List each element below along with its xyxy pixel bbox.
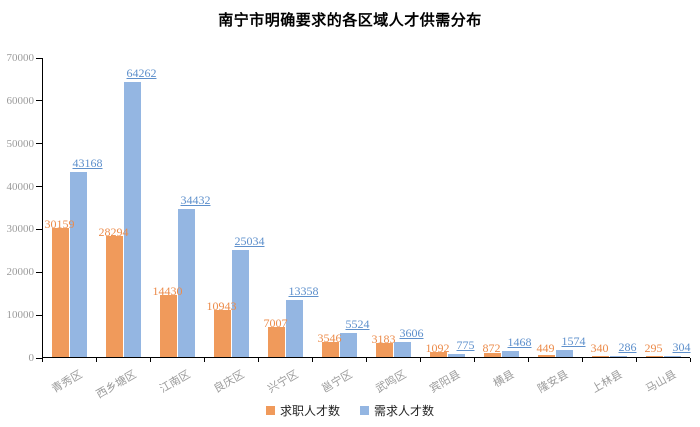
y-axis-label: 70000 — [6, 52, 35, 64]
y-axis-label: 40000 — [6, 180, 35, 193]
y-axis-label: 20000 — [6, 266, 35, 279]
x-axis-tick — [689, 358, 691, 362]
legend-label-demand: 需求人才数 — [374, 404, 435, 418]
bar-jobseekers — [483, 353, 501, 357]
bar-demand — [285, 299, 303, 357]
bar-demand — [447, 353, 465, 357]
x-axis-tick — [257, 358, 259, 362]
value-label-jobseekers: 28294 — [98, 224, 129, 239]
value-label-jobseekers: 3546 — [317, 330, 342, 345]
value-label-jobseekers: 872 — [482, 341, 501, 355]
bar-demand — [231, 249, 249, 357]
bar-jobseekers — [105, 235, 123, 357]
x-axis-tick — [419, 358, 421, 362]
bar-jobseekers — [213, 310, 231, 357]
bar-jobseekers — [375, 343, 393, 357]
value-label-jobseekers: 30159 — [44, 216, 75, 231]
x-axis-tick — [365, 358, 367, 362]
value-label-jobseekers: 14430 — [152, 284, 183, 299]
value-label-jobseekers: 340 — [590, 341, 609, 355]
chart-title: 南宁市明确要求的各区域人才供需分布 — [218, 13, 482, 29]
bar-demand — [69, 172, 87, 357]
x-axis-tick — [635, 358, 637, 362]
bar-demand — [555, 350, 573, 357]
legend-item-jobseekers: 求职人才数 — [265, 402, 340, 419]
value-label-demand[interactable]: 43168 — [72, 156, 103, 170]
value-label-jobseekers: 7007 — [263, 315, 288, 330]
bar-jobseekers — [267, 326, 285, 357]
value-label-demand[interactable]: 3606 — [399, 325, 424, 340]
plot-area: 0 10000 20000 30000 40000 50000 60000 70000 3015… — [7, 52, 691, 401]
x-axis-tick — [581, 358, 583, 362]
value-label-jobseekers: 10943 — [206, 299, 237, 314]
bar-jobseekers — [537, 355, 555, 357]
y-axis-label: 10000 — [6, 309, 35, 322]
value-label-jobseekers: 1092 — [425, 341, 450, 355]
legend-label-jobseekers: 求职人才数 — [279, 404, 340, 418]
value-label-demand[interactable]: 13358 — [288, 283, 319, 298]
x-axis-tick — [149, 358, 151, 362]
y-axis-label: 0 — [28, 352, 35, 364]
bar-demand — [177, 209, 195, 357]
legend-swatch-demand-icon — [360, 406, 369, 415]
value-label-jobseekers: 295 — [644, 341, 663, 355]
x-axis — [42, 357, 690, 358]
y-axis-tick — [36, 57, 42, 59]
x-axis-tick — [527, 358, 529, 362]
x-axis-tick — [203, 358, 205, 362]
y-axis-tick — [36, 186, 42, 188]
y-axis-label: 50000 — [6, 137, 35, 150]
bar-demand — [123, 81, 141, 357]
value-label-jobseekers: 3183 — [371, 332, 396, 347]
x-axis-tick — [311, 358, 313, 362]
legend: 求职人才数 需求人才数 — [0, 402, 700, 419]
value-label-demand[interactable]: 775 — [456, 337, 475, 352]
bar-jobseekers — [51, 227, 69, 357]
y-axis — [42, 58, 43, 358]
legend-item-demand: 需求人才数 — [360, 402, 434, 419]
y-axis-tick — [36, 271, 42, 273]
value-label-demand[interactable]: 286 — [618, 339, 637, 354]
bar-jobseekers — [591, 355, 609, 357]
bar-demand — [393, 341, 411, 357]
value-label-demand[interactable]: 304 — [672, 339, 691, 354]
value-label-demand[interactable]: 25034 — [234, 233, 265, 248]
y-axis-tick — [36, 357, 42, 359]
bar-demand — [663, 355, 681, 357]
bar-jobseekers — [645, 355, 663, 357]
bar-jobseekers — [321, 341, 339, 357]
y-axis-tick — [36, 100, 42, 102]
bar-demand — [339, 333, 357, 357]
bar-demand — [501, 350, 519, 357]
value-label-demand[interactable]: 5524 — [345, 317, 370, 332]
value-label-demand[interactable]: 1574 — [561, 334, 586, 349]
bar-demand — [609, 355, 627, 357]
y-axis-label: 60000 — [6, 94, 35, 107]
value-label-jobseekers: 449 — [536, 341, 555, 355]
bar-jobseekers — [159, 295, 177, 357]
y-axis-label: 30000 — [6, 223, 35, 236]
x-axis-tick — [473, 358, 475, 362]
x-axis-tick — [95, 358, 97, 362]
legend-swatch-jobseekers-icon — [265, 406, 275, 415]
y-axis-tick — [36, 143, 42, 145]
y-axis-tick — [36, 228, 42, 230]
x-axis-tick — [41, 358, 43, 362]
value-label-demand[interactable]: 1468 — [507, 334, 532, 349]
value-label-demand[interactable]: 34432 — [180, 193, 211, 208]
y-axis-tick — [36, 314, 42, 316]
value-label-demand[interactable]: 64262 — [126, 65, 157, 80]
bar-jobseekers — [429, 352, 447, 357]
